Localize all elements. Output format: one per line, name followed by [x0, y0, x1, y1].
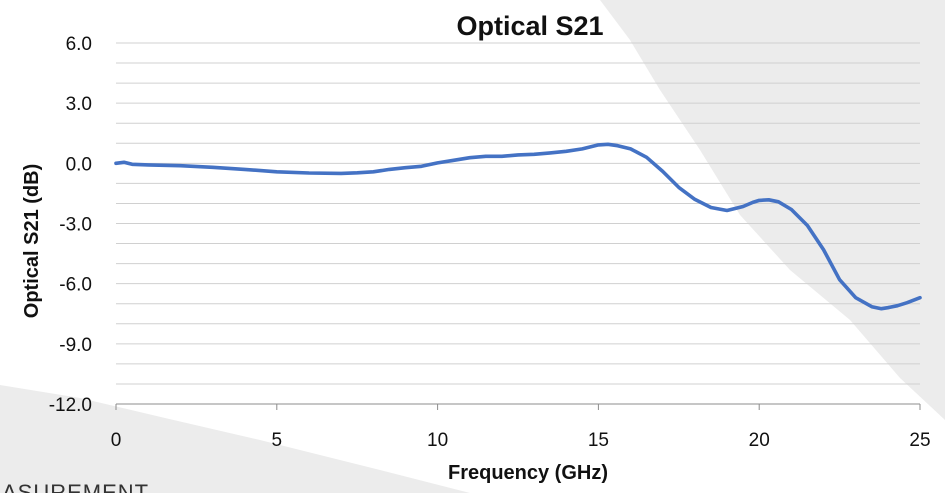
- y-tick-label: -3.0: [59, 215, 92, 236]
- y-tick-labels: 6.0 3.0 0.0 -3.0 -6.0 -9.0 -12.0: [49, 34, 92, 416]
- y-axis-title: Optical S21 (dB): [21, 164, 43, 318]
- x-tick-label: 25: [909, 430, 930, 451]
- series-line-0: [114, 142, 922, 311]
- x-tick-labels: 0 5 10 15 20 25: [111, 404, 931, 451]
- backdrop-text-fragment: ASUREMENT: [2, 480, 149, 493]
- backdrop-left-panel: [0, 385, 470, 493]
- x-axis-title: Frequency (GHz): [448, 462, 608, 484]
- y-tick-label: 6.0: [66, 34, 92, 55]
- x-tick-label: 20: [749, 430, 770, 451]
- y-tick-label: -6.0: [59, 275, 92, 296]
- chart-title: Optical S21: [456, 11, 603, 41]
- series-group: [114, 142, 922, 311]
- y-tick-label: -12.0: [49, 395, 92, 416]
- y-tick-label: 0.0: [66, 154, 92, 175]
- y-tick-label: 3.0: [66, 94, 92, 115]
- x-tick-label: 5: [272, 430, 283, 451]
- x-tick-label: 0: [111, 430, 122, 451]
- backdrop-right-panel: [600, 0, 945, 420]
- x-tick-label: 10: [427, 430, 448, 451]
- x-tick-label: 15: [588, 430, 609, 451]
- y-tick-label: -9.0: [59, 335, 92, 356]
- gridlines: [116, 42, 920, 385]
